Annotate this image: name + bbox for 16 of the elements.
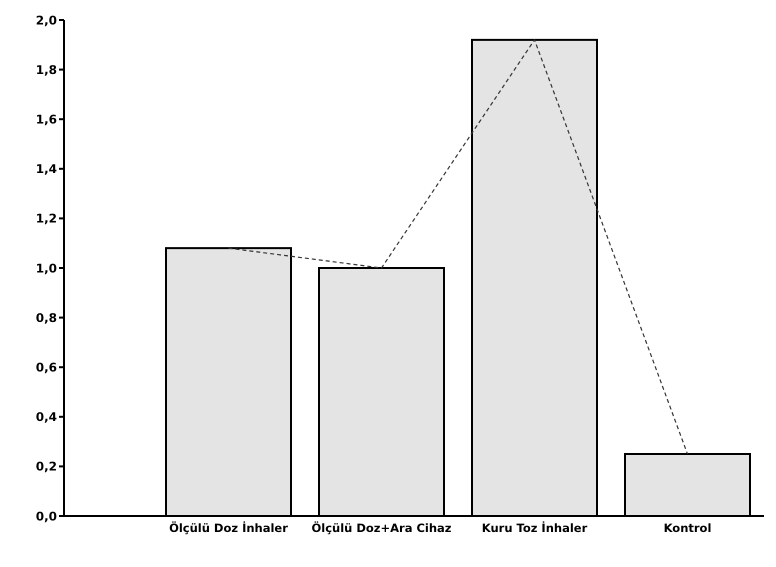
- y-tick-label: 2,0: [36, 13, 57, 28]
- y-tick-label: 0,2: [36, 460, 57, 474]
- y-tick-label: 1,8: [36, 62, 57, 77]
- x-tick-label: Kontrol: [664, 521, 712, 536]
- line-series: [228, 39, 688, 455]
- y-tick-label: 1,6: [36, 112, 57, 126]
- y-tick-label: 1,0: [36, 261, 57, 276]
- y-tick-label: 1,4: [36, 162, 57, 176]
- y-tick-label: 0,6: [36, 360, 57, 374]
- y-tick-label: 0,8: [36, 310, 57, 325]
- x-tick-label: Ölçülü Doz+Ara Cihaz: [312, 521, 452, 536]
- y-tick-label: 1,2: [36, 212, 57, 226]
- y-tick-label: 0,4: [36, 410, 57, 424]
- x-tick-label: Kuru Toz İnhaler: [482, 521, 588, 536]
- y-tick-label: 0,0: [36, 509, 57, 524]
- x-tick-label: Ölçülü Doz İnhaler: [169, 521, 288, 536]
